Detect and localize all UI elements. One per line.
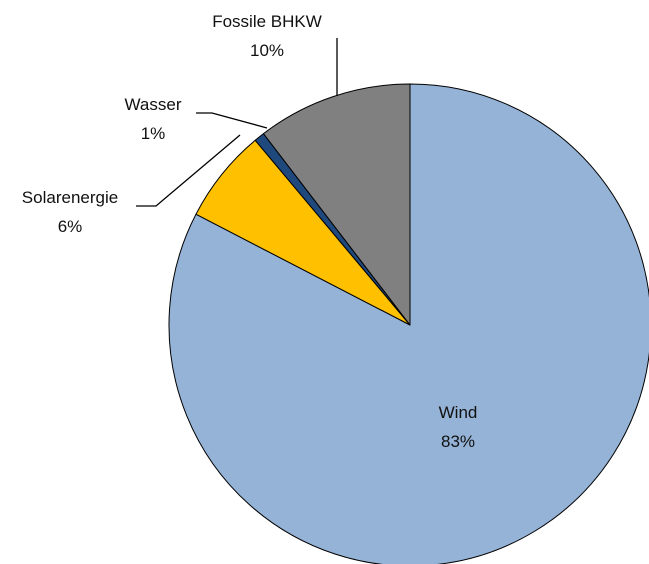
slice-label-wasser: Wasser bbox=[125, 95, 182, 114]
leader-line-wasser bbox=[196, 112, 268, 129]
slice-percent-wasser: 1% bbox=[141, 124, 166, 143]
leader-lines bbox=[136, 38, 338, 207]
slice-label-fossile-bhkw: Fossile BHKW bbox=[212, 12, 322, 31]
slice-percent-solarenergie: 6% bbox=[58, 217, 83, 236]
pie-slice-fossile-bhkw bbox=[262, 83, 411, 326]
slice-labels: Wind 83% Solarenergie 6% Wasser 1% Fossi… bbox=[22, 12, 478, 451]
slice-label-wind: Wind bbox=[439, 403, 478, 422]
pie-slice-wind bbox=[168, 83, 649, 564]
leader-line-solarenergie bbox=[136, 134, 241, 207]
slice-label-solarenergie: Solarenergie bbox=[22, 188, 118, 207]
slice-percent-wind: 83% bbox=[441, 432, 475, 451]
slice-percent-fossile-bhkw: 10% bbox=[250, 41, 284, 60]
pie-slices bbox=[168, 83, 649, 564]
